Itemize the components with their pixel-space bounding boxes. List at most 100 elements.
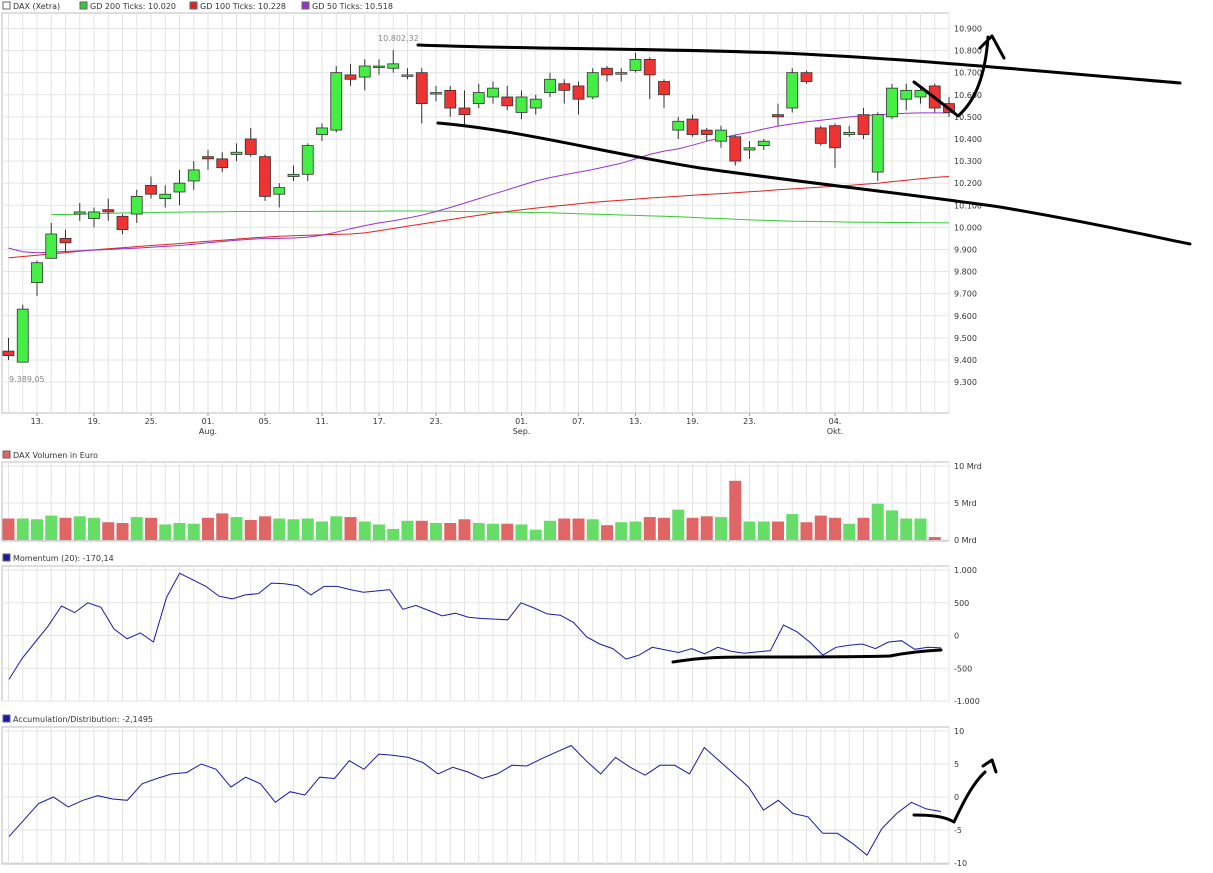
candle: [130, 189, 143, 223]
accdist-y-tick: 0: [954, 793, 959, 802]
volume-bar: [2, 518, 15, 540]
price-x-tick: 11.: [316, 417, 329, 426]
candle-body: [202, 156, 214, 160]
candle: [900, 83, 913, 111]
price-x-tick: 23.: [430, 417, 443, 426]
volume-bar: [16, 518, 29, 540]
volume-bar: [914, 518, 927, 540]
price-y-tick: 10.800: [954, 47, 982, 56]
candle-body: [772, 114, 784, 118]
volume-y-tick: 5 Mrd: [954, 499, 977, 508]
candle-body: [715, 129, 727, 142]
lower-trend-line: [436, 121, 1192, 246]
candle-body: [316, 127, 328, 135]
candle-body: [358, 65, 371, 78]
candle: [415, 68, 428, 124]
volume-bar: [857, 517, 870, 540]
volume-bar: [658, 517, 670, 540]
candle-body: [501, 96, 514, 107]
candle: [287, 165, 300, 181]
candle-body: [871, 114, 884, 173]
accdist-y-ticks: -10 -5 0 5 10: [954, 727, 967, 868]
candle-body: [472, 92, 485, 105]
candle: [757, 138, 770, 151]
candle: [686, 114, 699, 137]
price-x-tick: 17.: [373, 417, 386, 426]
candle: [715, 125, 727, 148]
candle: [886, 83, 898, 120]
candle-body: [387, 63, 400, 69]
candle: [458, 90, 471, 126]
candle-body: [73, 211, 86, 215]
candle: [230, 143, 243, 162]
volume-bar: [843, 523, 856, 540]
candle: [216, 152, 229, 173]
candle-body: [814, 127, 827, 144]
candle-body: [586, 72, 599, 98]
volume-bar: [472, 522, 485, 540]
volume-bar: [88, 517, 100, 540]
candle-body: [430, 92, 442, 95]
price-y-tick: 10.500: [954, 113, 982, 122]
candle: [800, 70, 813, 84]
upper-trend-line: [416, 43, 1182, 85]
candle-body: [88, 211, 100, 219]
legend-volume-label: DAX Volumen in Euro: [13, 451, 98, 460]
candle: [814, 125, 827, 146]
volume-bar: [601, 525, 613, 540]
price-y-tick: 9.800: [954, 268, 977, 277]
candle-body: [629, 59, 642, 71]
candle: [173, 169, 186, 206]
candle-body: [415, 72, 428, 105]
price-x-tick: 25.: [145, 417, 158, 426]
candle-body: [301, 145, 314, 175]
price-grid: [2, 13, 950, 413]
candle: [387, 50, 400, 73]
price-y-tick: 9.500: [954, 334, 977, 343]
candle-body: [401, 74, 414, 77]
accdist-y-tick: -5: [954, 826, 962, 835]
volume-bar: [187, 523, 200, 540]
candle-body: [458, 107, 471, 116]
volume-bar: [259, 516, 271, 540]
volume-bar: [159, 524, 172, 540]
volume-bar: [558, 518, 571, 540]
volume-bar: [415, 520, 428, 540]
volume-bar: [715, 517, 727, 540]
candle-body: [558, 83, 571, 91]
candle-body: [444, 89, 457, 109]
candle-body: [786, 72, 799, 109]
volume-bar: [501, 523, 514, 540]
candle: [59, 229, 72, 252]
volume-bar: [287, 519, 300, 540]
accdist-y-tick: 10: [954, 727, 964, 736]
candle-body: [800, 72, 813, 82]
candle: [529, 94, 542, 115]
price-y-tick: 10.900: [954, 24, 982, 33]
candle: [729, 134, 742, 166]
momentum-support-line: [671, 648, 943, 664]
volume-bar: [529, 529, 542, 540]
candle: [629, 52, 642, 73]
candle-body: [729, 136, 742, 162]
candle-body: [601, 67, 613, 76]
legend-swatch-gd200: [79, 1, 88, 10]
candle: [2, 337, 15, 360]
momentum-y-ticks: -1.000 -500 0 500 1.000: [954, 566, 980, 706]
candle-body: [515, 96, 528, 113]
candle: [330, 66, 343, 133]
volume-bar: [629, 521, 642, 540]
candle: [572, 81, 585, 115]
candle-body: [487, 87, 499, 98]
low-label: 9.389,05: [9, 375, 45, 384]
price-x-tick: 07.: [572, 417, 585, 426]
candle: [501, 85, 514, 111]
volume-bar: [273, 518, 286, 540]
price-x-tick-month: Sep.: [513, 427, 531, 436]
volume-y-tick: 0 Mrd: [954, 536, 977, 545]
candle-body: [529, 98, 542, 109]
candle: [202, 150, 214, 170]
volume-bar: [344, 517, 357, 540]
price-x-tick: 23.: [743, 417, 756, 426]
volume-bar: [373, 524, 385, 540]
